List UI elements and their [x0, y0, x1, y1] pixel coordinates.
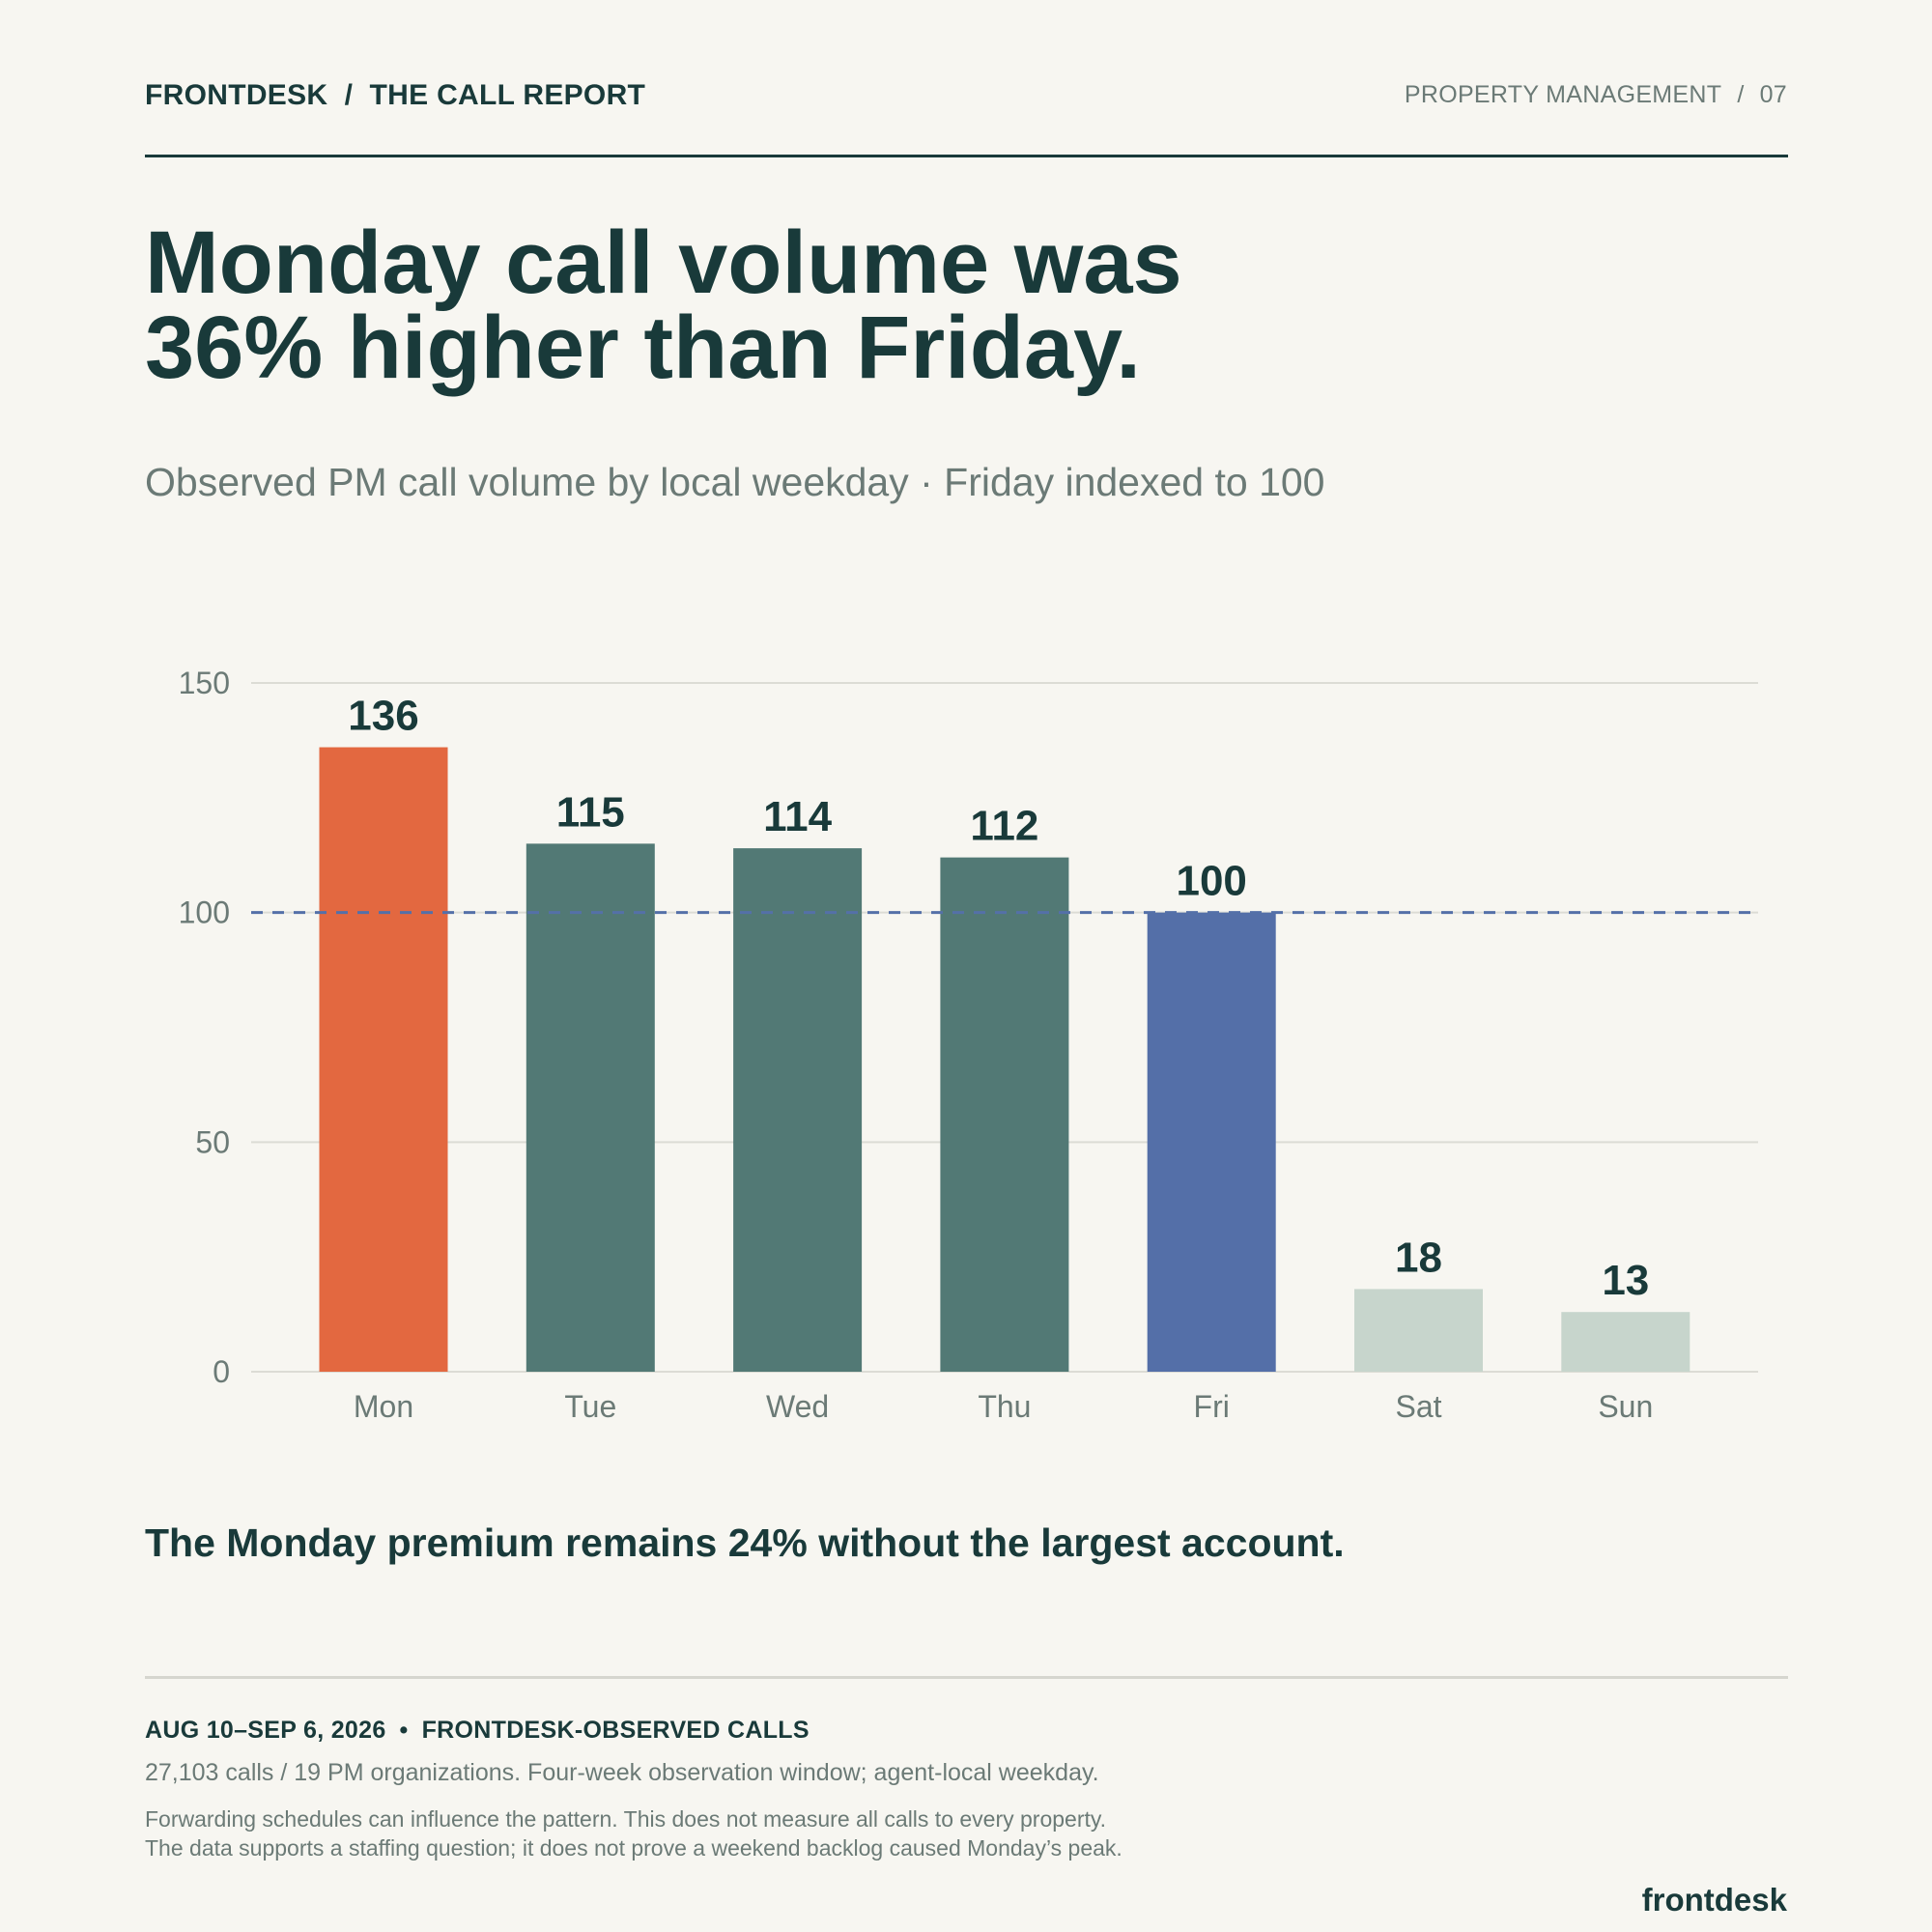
data-label: 136 [348, 693, 418, 740]
y-tick-label: 100 [179, 895, 230, 930]
section-name: PROPERTY MANAGEMENT [1404, 81, 1722, 108]
data-source: FRONTDESK-OBSERVED CALLS [421, 1717, 810, 1744]
headline: Monday call volume was 36% higher than F… [145, 218, 1594, 392]
section-label: PROPERTY MANAGEMENT / 07 [1405, 81, 1787, 109]
takeaway-text: The Monday premium remains 24% without t… [145, 1520, 1345, 1565]
data-label: 115 [556, 788, 625, 836]
footer-meta-heading: AUG 10–SEP 6, 2026 • FRONTDESK-OBSERVED CA… [145, 1717, 810, 1745]
data-label: 13 [1602, 1257, 1649, 1304]
bar-chart: 0 50 100 150 136 Mon 115 Tue 114 Wed 112 Thu 100 Fri 1… [179, 666, 1758, 1424]
bullet-separator: • [399, 1717, 409, 1744]
bar [526, 843, 655, 1372]
data-label: 112 [970, 803, 1038, 850]
footer-rule [145, 1676, 1788, 1679]
caveat-note-2: The data supports a staffing question; i… [145, 1835, 1122, 1861]
page-number: 07 [1759, 81, 1787, 108]
bar [1147, 912, 1276, 1372]
x-tick-label: Thu [978, 1389, 1031, 1424]
data-label: 18 [1395, 1234, 1442, 1281]
bar [940, 857, 1069, 1372]
date-range: AUG 10–SEP 6, 2026 [145, 1717, 386, 1744]
report-brand: FRONTDESK / THE CALL REPORT [145, 79, 646, 111]
headline-line-1: Monday call volume was [145, 213, 1182, 312]
chart-subtitle: Observed PM call volume by local weekday… [145, 460, 1325, 504]
bar [319, 747, 448, 1372]
x-tick-label: Tue [564, 1389, 616, 1424]
data-label: 114 [763, 793, 833, 840]
x-tick-label: Sat [1395, 1389, 1441, 1424]
section-separator: / [1737, 81, 1745, 108]
headline-line-2: 36% higher than Friday. [145, 298, 1141, 397]
bar [733, 848, 863, 1372]
sample-description: 27,103 calls / 19 PM organizations. Four… [145, 1759, 1099, 1786]
bar [1561, 1312, 1690, 1372]
data-label: 100 [1176, 858, 1246, 905]
x-tick-label: Mon [354, 1389, 413, 1424]
y-tick-label: 0 [213, 1354, 230, 1389]
frontdesk-logo: frontdesk [1641, 1882, 1787, 1918]
x-tick-label: Wed [766, 1389, 829, 1424]
x-tick-label: Sun [1598, 1389, 1653, 1424]
y-tick-label: 150 [179, 666, 230, 700]
header-rule [145, 155, 1788, 157]
y-tick-label: 50 [195, 1124, 230, 1159]
bar [1354, 1289, 1483, 1372]
caveat-note-1: Forwarding schedules can influence the p… [145, 1806, 1107, 1832]
x-tick-label: Fri [1194, 1389, 1230, 1424]
